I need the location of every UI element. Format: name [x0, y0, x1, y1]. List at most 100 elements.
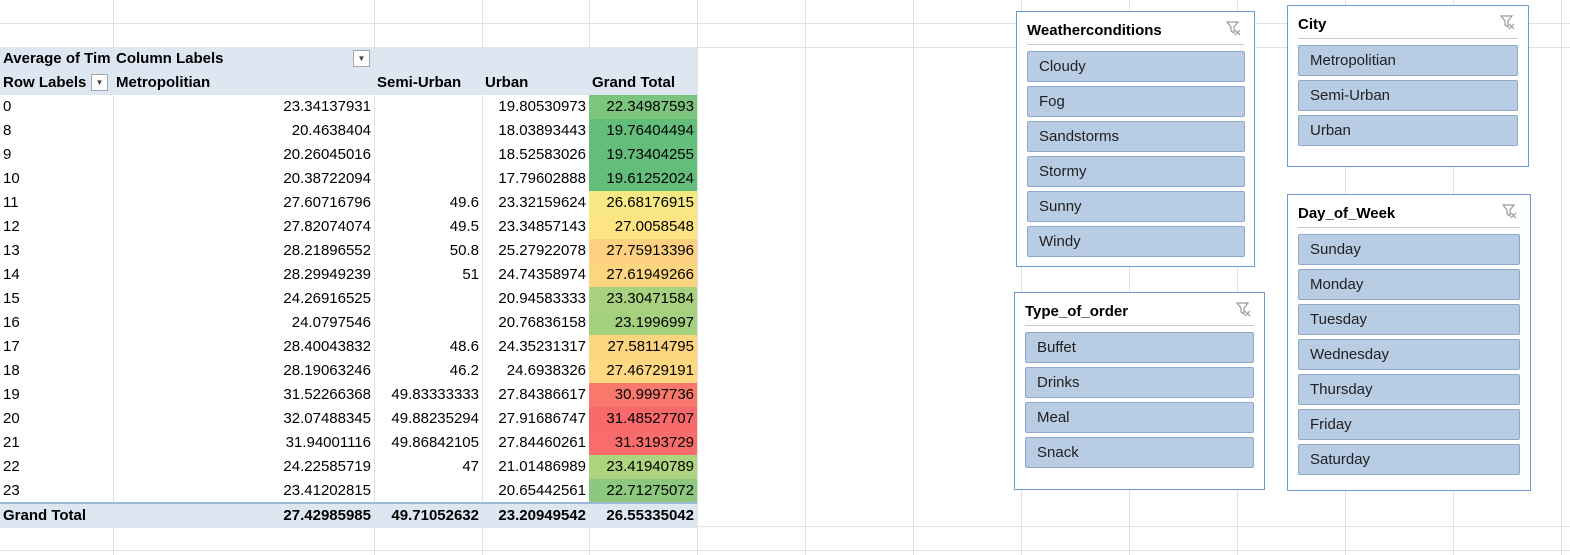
slicer-city[interactable]: City Metropolitian Semi-Urban Urban — [1287, 5, 1529, 167]
value-cell-semi-urban[interactable] — [374, 287, 482, 311]
value-cell-urban[interactable]: 18.52583026 — [498, 146, 586, 163]
grand-total-overall[interactable]: 26.55335042 — [606, 507, 694, 524]
value-cell-semi-urban[interactable]: 49.83333333 — [391, 386, 479, 403]
value-cell-urban[interactable]: 20.94583333 — [498, 290, 586, 307]
value-cell-metropolitian[interactable]: 28.40043832 — [283, 338, 371, 355]
value-cell-semi-urban[interactable]: 49.6 — [449, 194, 479, 211]
value-cell-metropolitian[interactable]: 24.26916525 — [283, 290, 371, 307]
value-cell-semi-urban[interactable]: 49.86842105 — [391, 434, 479, 451]
row-label[interactable]: 20 — [3, 410, 20, 427]
slicer-item-thursday[interactable]: Thursday — [1298, 374, 1520, 405]
value-cell-semi-urban[interactable] — [374, 95, 482, 119]
value-cell-semi-urban[interactable] — [374, 479, 482, 503]
row-label[interactable]: 18 — [3, 362, 20, 379]
value-cell-grand-total[interactable]: 27.61949266 — [589, 263, 697, 287]
value-cell-metropolitian[interactable]: 27.60716796 — [283, 194, 371, 211]
value-field-label[interactable]: Average of Tim — [3, 50, 111, 67]
row-label[interactable]: 12 — [3, 218, 20, 235]
column-header-grand-total[interactable]: Grand Total — [592, 74, 676, 91]
row-label[interactable]: 21 — [3, 434, 20, 451]
slicer-item-friday[interactable]: Friday — [1298, 409, 1520, 440]
slicer-item-cloudy[interactable]: Cloudy — [1027, 51, 1245, 82]
row-labels-filter-button[interactable]: ▼ — [91, 74, 108, 91]
row-label[interactable]: 13 — [3, 242, 20, 259]
value-cell-semi-urban[interactable] — [374, 167, 482, 191]
value-cell-metropolitian[interactable]: 24.22585719 — [283, 458, 371, 475]
value-cell-semi-urban[interactable]: 47 — [462, 458, 479, 475]
row-label[interactable]: 19 — [3, 386, 20, 403]
value-cell-metropolitian[interactable]: 27.82074074 — [283, 218, 371, 235]
slicer-item-semi-urban[interactable]: Semi-Urban — [1298, 80, 1518, 111]
column-labels-header[interactable]: Column Labels — [113, 47, 374, 71]
row-label[interactable]: 16 — [3, 314, 20, 331]
value-cell-metropolitian[interactable]: 31.94001116 — [285, 434, 371, 451]
slicer-item-drinks[interactable]: Drinks — [1025, 367, 1254, 398]
value-cell-semi-urban[interactable]: 48.6 — [449, 338, 479, 355]
row-label[interactable]: 17 — [3, 338, 20, 355]
value-cell-grand-total[interactable]: 31.48527707 — [589, 407, 697, 431]
slicer-item-sunny[interactable]: Sunny — [1027, 191, 1245, 222]
slicer-item-saturday[interactable]: Saturday — [1298, 444, 1520, 475]
grand-total-label[interactable]: Grand Total — [3, 507, 87, 524]
value-cell-metropolitian[interactable]: 31.52266368 — [283, 386, 371, 403]
value-cell-grand-total[interactable]: 22.34987593 — [589, 95, 697, 119]
value-cell-metropolitian[interactable]: 28.19063246 — [283, 362, 371, 379]
value-cell-grand-total[interactable]: 27.0058548 — [589, 215, 697, 239]
value-cell-grand-total[interactable]: 27.58114795 — [589, 335, 697, 359]
slicer-day-of-week[interactable]: Day_of_Week Sunday Monday Tuesday Wednesday… — [1287, 194, 1531, 491]
value-cell-grand-total[interactable]: 27.75913396 — [589, 239, 697, 263]
value-cell-semi-urban[interactable]: 49.5 — [449, 218, 479, 235]
value-cell-metropolitian[interactable]: 24.0797546 — [291, 314, 371, 331]
value-cell-grand-total[interactable]: 23.1996997 — [589, 311, 697, 335]
row-label[interactable]: 15 — [3, 290, 20, 307]
row-label[interactable]: 22 — [3, 458, 20, 475]
value-cell-urban[interactable]: 27.91686747 — [498, 410, 586, 427]
value-cell-urban[interactable]: 27.84460261 — [498, 434, 586, 451]
slicer-type-of-order[interactable]: Type_of_order Buffet Drinks Meal Snack — [1014, 292, 1265, 490]
value-cell-semi-urban[interactable]: 51 — [462, 266, 479, 283]
value-cell-urban[interactable]: 23.34857143 — [498, 218, 586, 235]
value-cell-urban[interactable]: 27.84386617 — [498, 386, 586, 403]
value-cell-grand-total[interactable]: 19.73404255 — [589, 143, 697, 167]
grand-total-metropolitian[interactable]: 27.42985985 — [283, 507, 371, 524]
slicer-item-urban[interactable]: Urban — [1298, 115, 1518, 146]
value-cell-metropolitian[interactable]: 20.4638404 — [291, 122, 371, 139]
slicer-item-wednesday[interactable]: Wednesday — [1298, 339, 1520, 370]
value-cell-grand-total[interactable]: 23.41940789 — [589, 455, 697, 479]
value-cell-urban[interactable]: 20.76836158 — [498, 314, 586, 331]
value-cell-urban[interactable]: 18.03893443 — [498, 122, 586, 139]
value-cell-grand-total[interactable]: 23.30471584 — [589, 287, 697, 311]
value-cell-metropolitian[interactable]: 32.07488345 — [283, 410, 371, 427]
value-cell-urban[interactable]: 19.80530973 — [498, 98, 586, 115]
row-label[interactable]: 11 — [3, 194, 19, 211]
value-cell-grand-total[interactable]: 27.46729191 — [589, 359, 697, 383]
value-cell-grand-total[interactable]: 19.61252024 — [589, 167, 697, 191]
column-header-urban[interactable]: Urban — [485, 74, 529, 91]
grand-total-semi-urban[interactable]: 49.71052632 — [391, 507, 479, 524]
row-label[interactable]: 9 — [3, 146, 12, 163]
value-cell-urban[interactable]: 25.27922078 — [498, 242, 586, 259]
value-cell-urban[interactable]: 17.79602888 — [498, 170, 586, 187]
row-labels-header[interactable]: Row Labels — [0, 71, 113, 95]
value-cell-urban[interactable]: 20.65442561 — [498, 482, 586, 499]
slicer-item-sandstorms[interactable]: Sandstorms — [1027, 121, 1245, 152]
slicer-item-fog[interactable]: Fog — [1027, 86, 1245, 117]
slicer-item-monday[interactable]: Monday — [1298, 269, 1520, 300]
value-cell-urban[interactable]: 21.01486989 — [498, 458, 586, 475]
slicer-item-sunday[interactable]: Sunday — [1298, 234, 1520, 265]
value-cell-metropolitian[interactable]: 28.21896552 — [283, 242, 371, 259]
row-label[interactable]: 10 — [3, 170, 20, 187]
value-cell-grand-total[interactable]: 26.68176915 — [589, 191, 697, 215]
value-cell-semi-urban[interactable]: 46.2 — [449, 362, 479, 379]
row-label[interactable]: 14 — [3, 266, 20, 283]
value-cell-grand-total[interactable]: 22.71275072 — [589, 479, 697, 503]
slicer-item-metropolitian[interactable]: Metropolitian — [1298, 45, 1518, 76]
value-cell-semi-urban[interactable] — [374, 119, 482, 143]
value-cell-metropolitian[interactable]: 20.26045016 — [283, 146, 371, 163]
grand-total-urban[interactable]: 23.20949542 — [498, 507, 586, 524]
row-label[interactable]: 8 — [3, 122, 12, 139]
clear-filter-icon[interactable] — [1500, 202, 1518, 220]
slicer-item-windy[interactable]: Windy — [1027, 226, 1245, 257]
value-cell-grand-total[interactable]: 30.9997736 — [589, 383, 697, 407]
row-label[interactable]: 0 — [3, 98, 12, 115]
